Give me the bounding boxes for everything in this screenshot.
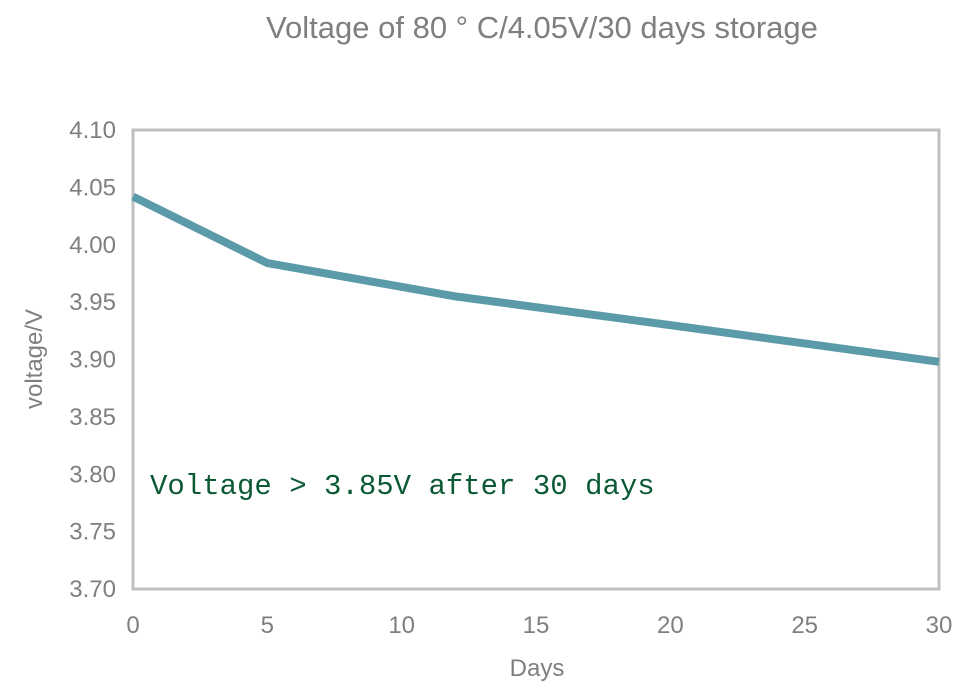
x-tick-label: 25 <box>791 612 818 639</box>
plot-frame <box>131 128 941 591</box>
series-line <box>131 193 940 366</box>
y-tick-label: 3.70 <box>69 576 116 603</box>
y-tick-label: 3.80 <box>69 461 116 488</box>
y-axis-ticks: 3.70 3.75 3.80 3.85 3.90 3.95 4.00 4.05 4.10 <box>69 117 116 603</box>
x-tick-label: 30 <box>926 612 953 639</box>
annotation: Voltage > 3.85V after 30 days <box>150 470 655 503</box>
series-layer <box>131 193 940 366</box>
x-axis-ticks: 0 5 10 15 20 25 30 <box>126 612 952 639</box>
y-tick-label: 3.75 <box>69 519 116 546</box>
x-tick-label: 10 <box>388 612 415 639</box>
x-tick-label: 20 <box>657 612 684 639</box>
chart-title: Voltage of 80 ° C/4.05V/30 days storage <box>266 10 818 45</box>
x-tick-label: 15 <box>523 612 550 639</box>
y-tick-label: 3.90 <box>69 347 116 374</box>
y-tick-label: 4.05 <box>69 174 116 201</box>
y-tick-label: 3.85 <box>69 404 116 431</box>
x-axis-label: Days <box>510 655 565 682</box>
x-tick-label: 5 <box>261 612 274 639</box>
y-tick-label: 4.00 <box>69 232 116 259</box>
y-axis-label: voltage/V <box>21 309 48 409</box>
y-tick-label: 3.95 <box>69 289 116 316</box>
x-tick-label: 0 <box>126 612 139 639</box>
y-tick-label: 4.10 <box>69 117 116 144</box>
